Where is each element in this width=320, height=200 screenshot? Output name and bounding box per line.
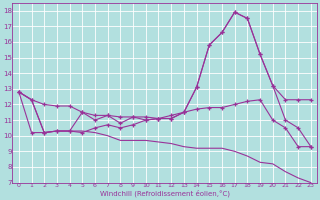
X-axis label: Windchill (Refroidissement éolien,°C): Windchill (Refroidissement éolien,°C): [100, 190, 230, 197]
